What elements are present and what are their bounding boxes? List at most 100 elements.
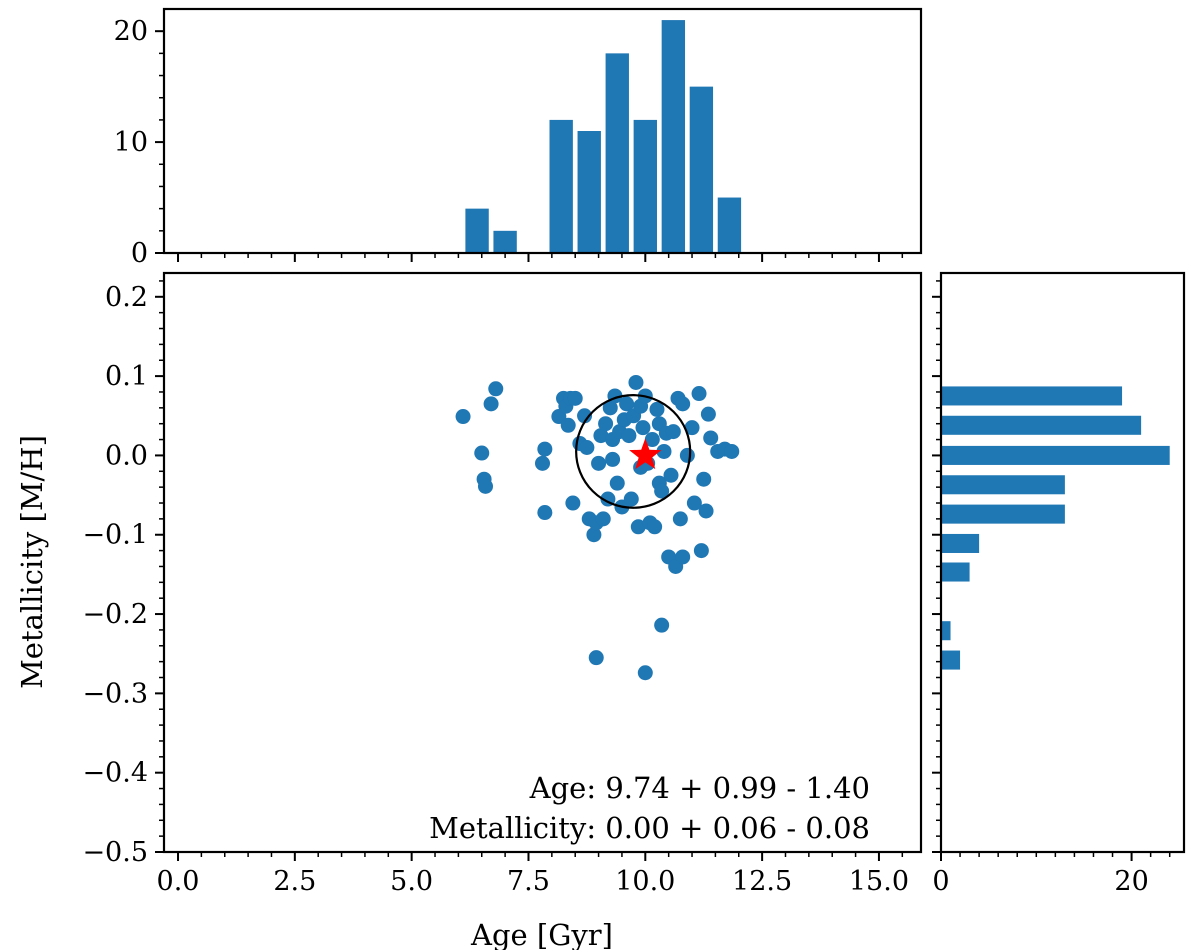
scatter-point xyxy=(619,396,635,412)
scatter-point xyxy=(477,478,493,494)
age-hist-ytick-label: 10 xyxy=(114,127,148,158)
met-hist-xtick-label: 20 xyxy=(1114,866,1148,897)
scatter-point xyxy=(656,443,672,459)
y-axis-label: Metallicity [M/H] xyxy=(15,435,49,689)
scatter-panel: 0.0 2.5 5.0 7.5 10.0 12.5 15.0 0.2 0.1 0.0 −0.1 −0.… xyxy=(15,271,923,950)
age-histogram-bar xyxy=(493,230,517,253)
scatter-point xyxy=(588,650,604,666)
best-fit-star-marker xyxy=(629,438,662,470)
y-tick-label: −0.3 xyxy=(82,678,148,709)
age-hist-ytick-label: 0 xyxy=(131,238,148,269)
x-tick-label: 10.0 xyxy=(615,866,675,897)
scatter-point xyxy=(565,495,581,511)
scatter-point xyxy=(703,430,719,446)
age-histogram-panel: 0 10 20 xyxy=(114,7,923,269)
age-histogram-bar xyxy=(605,53,629,254)
scatter-point xyxy=(483,396,499,412)
age-histogram-bar xyxy=(633,119,657,253)
scatter-point xyxy=(679,447,695,463)
scatter-point xyxy=(654,483,670,499)
scatter-point xyxy=(577,408,593,424)
y-tick-label: −0.5 xyxy=(82,837,148,868)
scatter-point xyxy=(644,432,660,448)
scatter-point xyxy=(630,519,646,535)
scatter-point xyxy=(628,374,644,390)
metallicity-histogram-bar xyxy=(941,650,961,670)
scatter-point xyxy=(560,417,576,433)
y-tick-label: −0.4 xyxy=(82,758,148,789)
scatter-point xyxy=(474,445,490,461)
metallicity-histogram-bar xyxy=(941,504,1065,524)
met-hist-xtick-label: 0 xyxy=(932,866,949,897)
metallicity-histogram-bar xyxy=(941,533,980,553)
annotation-metallicity: Metallicity: 0.00 + 0.06 - 0.08 xyxy=(429,811,870,845)
scatter-frame xyxy=(162,271,923,854)
scatter-point xyxy=(672,511,688,527)
y-tick-label: −0.1 xyxy=(82,520,148,551)
scatter-point xyxy=(602,400,618,416)
age-histogram-bar xyxy=(549,119,573,253)
scatter-point xyxy=(684,420,700,436)
metallicity-histogram-bar xyxy=(941,562,970,582)
metallicity-histogram-bar xyxy=(941,415,1142,435)
metallicity-histogram-bar xyxy=(941,386,1123,406)
scatter-point xyxy=(591,455,607,471)
scatter-point xyxy=(593,428,609,444)
confidence-ellipse xyxy=(575,394,692,509)
scatter-point xyxy=(605,451,621,467)
metallicity-histogram-bar xyxy=(941,621,951,641)
x-tick-label: 7.5 xyxy=(507,866,550,897)
x-tick-label: 15.0 xyxy=(849,866,909,897)
scatter-point xyxy=(700,406,716,422)
scatter-point xyxy=(635,420,651,436)
scatter-point xyxy=(637,665,653,681)
x-axis-label: Age [Gyr] xyxy=(470,918,613,950)
scatter-point xyxy=(609,475,625,491)
age-histogram-frame xyxy=(162,7,923,255)
age-histogram-bar xyxy=(717,197,742,253)
scatter-point xyxy=(537,505,553,521)
metallicity-histogram-panel: 0 20 xyxy=(932,271,1186,897)
x-tick-label: 2.5 xyxy=(273,866,316,897)
scatter-point xyxy=(693,543,709,559)
age-hist-ytick-label: 20 xyxy=(114,16,148,47)
y-tick-label: 0.2 xyxy=(105,282,148,313)
metallicity-histogram-bar xyxy=(941,445,1170,465)
annotation-age: Age: 9.74 + 0.99 - 1.40 xyxy=(529,771,870,805)
scatter-point xyxy=(724,443,740,459)
scatter-point xyxy=(567,390,583,406)
scatter-point xyxy=(698,503,714,519)
scatter-point xyxy=(691,386,707,402)
x-tick-label: 5.0 xyxy=(390,866,433,897)
x-tick-label: 12.5 xyxy=(732,866,792,897)
age-histogram-bar xyxy=(577,131,601,253)
scatter-point xyxy=(663,467,679,483)
age-histogram-bar xyxy=(661,20,686,253)
metallicity-histogram-frame xyxy=(939,271,1186,854)
scatter-point xyxy=(579,439,595,455)
age-histogram-bar xyxy=(465,208,489,253)
scatter-point xyxy=(598,416,614,432)
scatter-point xyxy=(647,519,663,535)
y-tick-label: 0.0 xyxy=(105,440,148,471)
scatter-point xyxy=(535,455,550,471)
scatter-point xyxy=(675,549,691,565)
scatter-point xyxy=(654,617,670,633)
scatter-point xyxy=(623,491,639,507)
scatter-point xyxy=(621,428,637,444)
scatter-point xyxy=(488,381,504,397)
scatter-point xyxy=(696,471,712,487)
scatter-point xyxy=(595,511,611,527)
y-tick-label: 0.1 xyxy=(105,361,148,392)
x-tick-label: 0.0 xyxy=(157,866,200,897)
scatter-point xyxy=(455,409,471,425)
scatter-point xyxy=(686,495,702,511)
scatter-point xyxy=(586,527,602,543)
scatter-point xyxy=(649,401,665,417)
y-tick-label: −0.2 xyxy=(82,599,148,630)
scatter-point xyxy=(675,396,691,412)
scatter-point xyxy=(665,424,681,440)
age-histogram-bar xyxy=(689,86,714,254)
metallicity-histogram-bar xyxy=(941,475,1065,495)
